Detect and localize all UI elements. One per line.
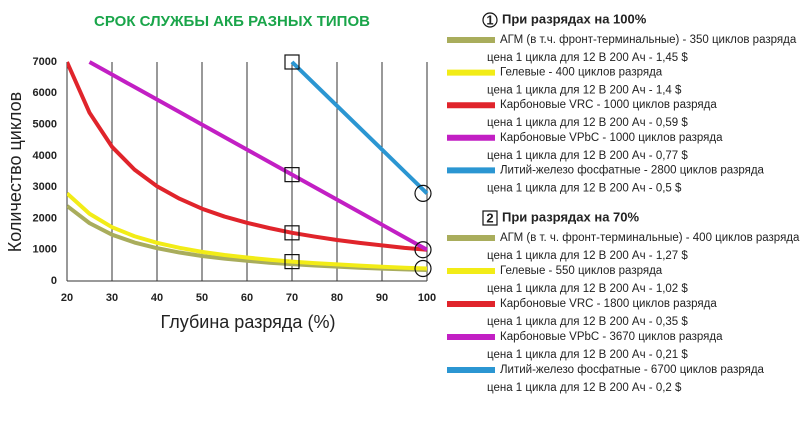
x-tick-label: 40 (151, 292, 163, 304)
legend-text: Карбоновые VRC - 1000 циклов разряда (500, 99, 717, 111)
y-tick-label: 1000 (33, 244, 57, 256)
legend-text: Литий-железо фосфатные - 2800 циклов раз… (500, 164, 765, 176)
chart-title: СРОК СЛУЖБЫ АКБ РАЗНЫХ ТИПОВ (94, 13, 370, 30)
legend-price: цена 1 цикла для 12 В 200 Ач - 1,02 $ (487, 283, 688, 295)
legend-text: АГМ (в т. ч. фронт-терминальные) - 400 ц… (500, 232, 800, 244)
x-tick-label: 60 (241, 292, 253, 304)
y-tick-label: 5000 (33, 118, 57, 130)
legend-price: цена 1 цикла для 12 В 200 Ач - 0,35 $ (487, 316, 688, 328)
legend-number: 1 (486, 12, 493, 27)
x-axis-label: Глубина разряда (%) (161, 312, 336, 332)
legend-heading: При разрядах на 100% (502, 11, 647, 26)
square-marker (284, 54, 300, 70)
y-axis-label: Количество циклов (5, 92, 25, 252)
legend-heading: При разрядах на 70% (502, 209, 640, 224)
x-tick-label: 90 (376, 292, 388, 304)
legend-price: цена 1 цикла для 12 В 200 Ач - 0,2 $ (487, 382, 682, 394)
legend-price: цена 1 цикла для 12 В 200 Ач - 1,4 $ (487, 85, 682, 97)
legend-number-frame (482, 210, 498, 226)
legend-text: Карбоновые VRC - 1800 циклов разряда (500, 298, 717, 310)
y-tick-label: 3000 (33, 181, 57, 193)
series-line (290, 60, 429, 195)
legend-number: 2 (486, 210, 493, 225)
legend-text: Гелевые - 400 циклов разряда (500, 67, 663, 79)
series-line (88, 60, 428, 252)
legend-price: цена 1 цикла для 12 В 200 Ач - 0,59 $ (487, 117, 688, 129)
x-tick-label: 30 (106, 292, 118, 304)
legend-text: Гелевые - 550 циклов разряда (500, 265, 663, 277)
y-tick-label: 6000 (33, 87, 57, 99)
legend-text: АГМ (в т.ч. фронт-терминальные) - 350 ци… (500, 34, 797, 46)
series-line (67, 61, 428, 252)
y-tick-label: 7000 (33, 56, 57, 68)
x-tick-label: 100 (418, 292, 436, 304)
circle-marker (414, 184, 432, 202)
x-tick-label: 20 (61, 292, 73, 304)
circle-marker (414, 259, 432, 278)
legend-price: цена 1 цикла для 12 В 200 Ач - 0,77 $ (487, 150, 688, 162)
legend-text: Карбоновые VPbC - 3670 циклов разряда (500, 331, 723, 343)
square-marker (284, 254, 300, 270)
legend-number-frame (482, 12, 498, 28)
legend-price: цена 1 цикла для 12 В 200 Ач - 1,45 $ (487, 52, 688, 64)
legend-price: цена 1 цикла для 12 В 200 Ач - 1,27 $ (487, 250, 688, 262)
y-tick-label: 4000 (33, 150, 57, 162)
series-line (67, 191, 428, 271)
circle-marker (414, 241, 432, 259)
y-tick-label: 2000 (33, 212, 57, 224)
y-tick-label: 0 (51, 275, 57, 287)
legend-price: цена 1 цикла для 12 В 200 Ач - 0,5 $ (487, 182, 682, 194)
x-tick-label: 70 (286, 292, 298, 304)
square-marker (284, 167, 300, 183)
square-marker (284, 225, 300, 241)
legend-text: Литий-железо фосфатные - 6700 циклов раз… (500, 364, 765, 376)
x-tick-label: 50 (196, 292, 208, 304)
legend-text: Карбоновые VPbC - 1000 циклов разряда (500, 132, 723, 144)
x-tick-label: 80 (331, 292, 343, 304)
legend-price: цена 1 цикла для 12 В 200 Ач - 0,21 $ (487, 349, 688, 361)
